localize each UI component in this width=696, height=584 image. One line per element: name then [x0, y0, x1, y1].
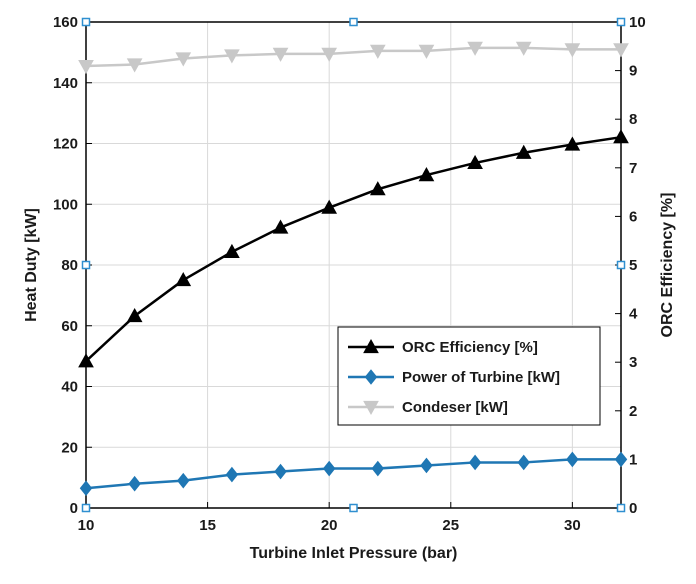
- data-point: [564, 43, 581, 58]
- y-right-tick-label: 8: [629, 111, 637, 128]
- series-line-orc-efficiency: [85, 135, 622, 363]
- data-point: [321, 199, 338, 214]
- data-point: [517, 454, 530, 471]
- y-right-tick-label: 3: [629, 354, 637, 371]
- resize-handle[interactable]: [616, 503, 626, 513]
- y-right-tick-label: 5: [629, 257, 637, 274]
- data-point: [468, 454, 482, 471]
- x-tick-label: 20: [321, 517, 338, 534]
- series-line-condeser-kw: [85, 46, 621, 68]
- resize-handle[interactable]: [81, 503, 91, 513]
- legend-item-orc-efficiency: ORC Efficiency [%]: [348, 338, 538, 356]
- data-point: [467, 154, 483, 170]
- series-layer: [78, 41, 629, 497]
- y-right-tick-label: 10: [629, 14, 646, 31]
- y-right-tick-label: 1: [629, 451, 637, 468]
- legend-label-power-of-turbine: Power of Turbine [kW]: [402, 369, 560, 386]
- series-power-of-turbine-kw: [79, 451, 628, 497]
- y-right-tick-label: 4: [629, 306, 638, 323]
- y-right-tick-label: 0: [629, 500, 637, 517]
- data-point: [225, 466, 239, 483]
- legend-item-condeser: Condeser [kW]: [348, 399, 508, 416]
- legend-marker-condeser: [363, 400, 379, 416]
- y-left-axis-label: Heat Duty [kW]: [23, 208, 40, 322]
- data-point: [78, 59, 94, 75]
- data-point: [613, 129, 629, 144]
- data-point: [322, 460, 336, 477]
- data-point: [126, 58, 143, 73]
- y-left-tick-label: 80: [61, 257, 78, 274]
- data-point: [272, 219, 289, 234]
- series-condeser-kw: [78, 41, 629, 75]
- data-point: [467, 41, 483, 56]
- legend-label-orc-efficiency: ORC Efficiency [%]: [402, 339, 538, 356]
- y-right-axis-label: ORC Efficiency [%]: [659, 193, 676, 338]
- resize-handle[interactable]: [349, 17, 358, 27]
- data-point: [79, 480, 93, 497]
- data-point: [224, 49, 240, 64]
- series-orc-efficiency: [78, 129, 629, 368]
- resize-handle[interactable]: [349, 503, 358, 513]
- data-point: [515, 144, 532, 159]
- data-point: [175, 272, 192, 287]
- data-point: [321, 47, 338, 62]
- y-right-tick-label: 2: [629, 403, 637, 420]
- data-point: [369, 181, 386, 196]
- resize-handle[interactable]: [81, 260, 91, 270]
- y-right-tick-label: 7: [629, 160, 637, 177]
- y-left-tick-label: 40: [61, 379, 78, 396]
- y-left-axis-ticks: 0 20 40 60 80 100 120 140 160: [53, 14, 92, 517]
- series-line-power-of-turbine-kw: [85, 458, 621, 490]
- legend-marker-power-of-turbine: [364, 369, 378, 385]
- data-point: [371, 460, 385, 477]
- data-point: [274, 463, 287, 480]
- y-left-tick-label: 0: [70, 500, 78, 517]
- legend: ORC Efficiency [%] Power of Turbine [kW]…: [337, 326, 601, 426]
- resize-handle[interactable]: [81, 17, 91, 27]
- legend-marker-orc-efficiency: [363, 338, 379, 354]
- data-point: [515, 41, 532, 56]
- data-point: [177, 472, 190, 489]
- y-right-tick-label: 6: [629, 208, 637, 225]
- data-point: [175, 52, 192, 67]
- x-tick-label: 25: [442, 517, 459, 534]
- x-axis-label: Turbine Inlet Pressure (bar): [250, 545, 458, 562]
- resize-handle[interactable]: [616, 17, 626, 27]
- data-point: [564, 136, 581, 151]
- x-tick-label: 30: [564, 517, 581, 534]
- data-point: [224, 243, 240, 258]
- resize-handle[interactable]: [616, 260, 626, 270]
- y-left-tick-label: 60: [61, 318, 78, 335]
- y-left-tick-label: 120: [53, 136, 78, 153]
- data-point: [614, 451, 628, 468]
- y-left-tick-label: 100: [53, 196, 78, 213]
- legend-item-power-of-turbine: Power of Turbine [kW]: [348, 369, 560, 386]
- x-axis-ticks: 10 15 20 25 30: [78, 502, 581, 534]
- y-left-tick-label: 140: [53, 75, 78, 92]
- data-point: [78, 353, 94, 368]
- x-tick-label: 10: [78, 517, 95, 534]
- plot-handles: [81, 17, 626, 513]
- y-left-tick-label: 20: [61, 439, 78, 456]
- legend-label-condeser: Condeser [kW]: [402, 399, 508, 416]
- data-point: [418, 167, 435, 182]
- y-left-tick-label: 160: [53, 14, 78, 31]
- x-tick-label: 15: [199, 517, 216, 534]
- data-point: [420, 457, 433, 474]
- y-right-axis-ticks: 0 1 2 3 4 5 6 7 8 9 10: [615, 14, 646, 517]
- data-point: [566, 451, 579, 468]
- y-right-tick-label: 9: [629, 63, 637, 80]
- data-point: [126, 308, 143, 323]
- data-point: [369, 44, 386, 59]
- data-point: [418, 44, 435, 59]
- data-point: [128, 475, 141, 492]
- data-point: [272, 47, 289, 62]
- grid: [85, 21, 621, 509]
- data-point: [613, 43, 629, 58]
